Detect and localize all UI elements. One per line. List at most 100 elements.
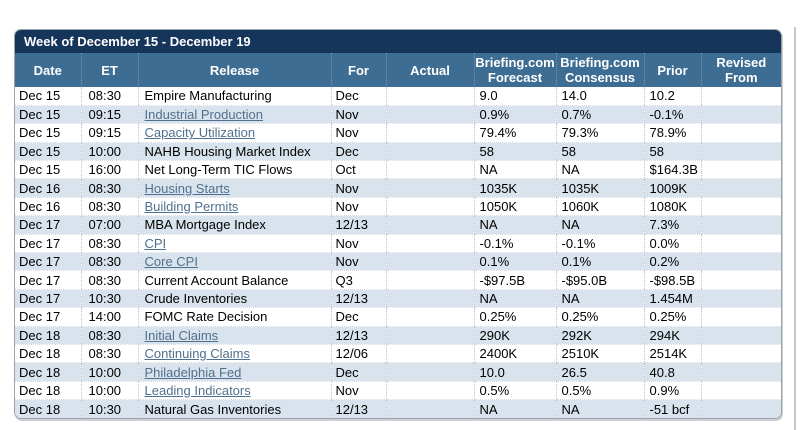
actual-cell: [385, 252, 474, 272]
revised-cell: [700, 307, 781, 327]
for-cell: Dec: [330, 142, 386, 162]
consensus-cell: NA: [555, 399, 644, 419]
release-link[interactable]: Philadelphia Fed: [144, 364, 242, 380]
release-label: FOMC Rate Decision: [144, 309, 268, 325]
forecast-cell: 0.5%: [473, 381, 556, 401]
release-link[interactable]: Housing Starts: [144, 180, 230, 196]
col-header-for: For: [330, 53, 386, 87]
consensus-cell: 1060K: [555, 197, 644, 217]
release-cell: Current Account Balance: [137, 270, 331, 290]
release-link[interactable]: Initial Claims: [144, 327, 219, 343]
date-cell: Dec 17: [15, 307, 81, 327]
release-link[interactable]: Industrial Production: [144, 107, 264, 123]
date-cell: Dec 17: [15, 252, 81, 272]
et-cell: 07:00: [80, 215, 138, 235]
revised-cell: [700, 178, 781, 198]
forecast-cell: NA: [473, 289, 556, 309]
for-cell: 12/13: [330, 326, 386, 345]
table-row: Dec 17 08:30 CPI Nov -0.1% -0.1% 0.0%: [15, 234, 781, 254]
col-header-forecast: Briefing.com Forecast: [473, 53, 556, 87]
table-row: Dec 17 14:00 FOMC Rate Decision Dec 0.25…: [15, 307, 781, 327]
table-row: Dec 16 08:30 Housing Starts Nov 1035K 10…: [15, 178, 781, 198]
consensus-cell: 1035K: [555, 178, 644, 198]
for-cell: Nov: [330, 178, 386, 198]
table-row: Dec 18 10:00 Leading Indicators Nov 0.5%…: [15, 381, 781, 401]
date-cell: Dec 18: [15, 344, 81, 364]
revised-cell: [700, 105, 781, 125]
release-cell: Initial Claims: [137, 326, 331, 345]
table-row: Dec 17 07:00 MBA Mortgage Index 12/13 NA…: [15, 215, 781, 235]
col-header-et: ET: [80, 53, 138, 87]
release-cell: Industrial Production: [137, 105, 331, 125]
for-cell: Nov: [330, 252, 386, 272]
table-row: Dec 15 09:15 Capacity Utilization Nov 79…: [15, 123, 781, 143]
release-label: Current Account Balance: [144, 272, 289, 288]
release-link[interactable]: Core CPI: [144, 254, 198, 270]
revised-cell: [700, 362, 781, 382]
et-cell: 08:30: [80, 270, 138, 290]
release-link[interactable]: Capacity Utilization: [144, 125, 256, 141]
for-cell: Q3: [330, 270, 386, 290]
release-link[interactable]: Building Permits: [144, 199, 239, 215]
actual-cell: [385, 87, 474, 106]
date-cell: Dec 17: [15, 234, 81, 254]
date-cell: Dec 15: [15, 87, 81, 106]
actual-cell: [385, 142, 474, 162]
consensus-cell: NA: [555, 215, 644, 235]
release-cell: Crude Inventories: [137, 289, 331, 309]
forecast-cell: -$97.5B: [473, 270, 556, 290]
et-cell: 10:00: [80, 381, 138, 401]
prior-cell: 58: [643, 142, 701, 162]
for-cell: Nov: [330, 123, 386, 143]
table-row: Dec 17 10:30 Crude Inventories 12/13 NA …: [15, 289, 781, 309]
prior-cell: 1080K: [643, 197, 701, 217]
header-row: Date ET Release For Actual Briefing.com …: [15, 53, 781, 87]
col-header-consensus: Briefing.com Consensus: [555, 53, 644, 87]
release-link[interactable]: CPI: [144, 235, 167, 251]
revised-cell: [700, 160, 781, 180]
actual-cell: [385, 270, 474, 290]
table-row: Dec 16 08:30 Building Permits Nov 1050K …: [15, 197, 781, 217]
prior-cell: 0.25%: [643, 307, 701, 327]
forecast-cell: 79.4%: [473, 123, 556, 143]
release-link[interactable]: Continuing Claims: [144, 346, 251, 362]
consensus-cell: NA: [555, 289, 644, 309]
release-label: Net Long-Term TIC Flows: [144, 162, 293, 178]
col-header-date: Date: [15, 53, 81, 87]
forecast-cell: 0.1%: [473, 252, 556, 272]
date-cell: Dec 18: [15, 326, 81, 345]
adjacent-panel-border: [794, 27, 796, 430]
week-title: Week of December 15 - December 19: [15, 30, 781, 53]
prior-cell: -$98.5B: [643, 270, 701, 290]
table-row: Dec 15 10:00 NAHB Housing Market Index D…: [15, 142, 781, 162]
consensus-cell: 0.25%: [555, 307, 644, 327]
et-cell: 08:30: [80, 178, 138, 198]
prior-cell: 7.3%: [643, 215, 701, 235]
revised-cell: [700, 289, 781, 309]
date-cell: Dec 17: [15, 215, 81, 235]
revised-cell: [700, 344, 781, 364]
release-cell: Capacity Utilization: [137, 123, 331, 143]
release-cell: Housing Starts: [137, 178, 331, 198]
actual-cell: [385, 215, 474, 235]
actual-cell: [385, 399, 474, 419]
release-cell: MBA Mortgage Index: [137, 215, 331, 235]
actual-cell: [385, 105, 474, 125]
date-cell: Dec 16: [15, 197, 81, 217]
et-cell: 10:00: [80, 142, 138, 162]
economic-calendar-panel: Week of December 15 - December 19 Date E…: [14, 29, 782, 420]
forecast-cell: NA: [473, 215, 556, 235]
consensus-cell: -0.1%: [555, 234, 644, 254]
actual-cell: [385, 197, 474, 217]
consensus-cell: 26.5: [555, 362, 644, 382]
et-cell: 08:30: [80, 234, 138, 254]
for-cell: Nov: [330, 105, 386, 125]
revised-cell: [700, 326, 781, 345]
et-cell: 09:15: [80, 105, 138, 125]
date-cell: Dec 17: [15, 289, 81, 309]
release-link[interactable]: Leading Indicators: [144, 382, 251, 398]
consensus-cell: 0.5%: [555, 381, 644, 401]
for-cell: 12/13: [330, 215, 386, 235]
col-header-revised: Revised From: [700, 53, 781, 87]
release-label: NAHB Housing Market Index: [144, 143, 311, 159]
